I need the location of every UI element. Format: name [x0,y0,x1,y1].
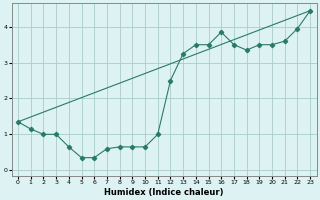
X-axis label: Humidex (Indice chaleur): Humidex (Indice chaleur) [104,188,224,197]
